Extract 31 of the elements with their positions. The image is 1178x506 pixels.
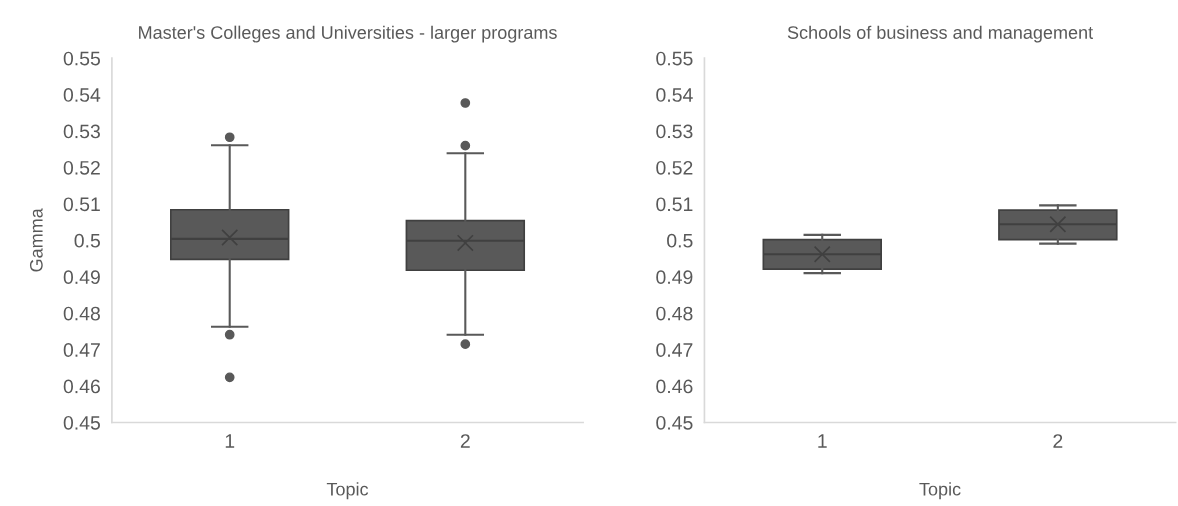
y-tick-label: 0.49	[63, 270, 100, 285]
y-tick-label: 0.5	[74, 233, 100, 248]
chart-title: Master's Colleges and Universities - larger programs	[139, 25, 557, 43]
y-tick-label: 0.45	[63, 415, 100, 430]
y-tick-label: 0.51	[63, 197, 100, 212]
y-tick-label: 0.46	[63, 379, 100, 394]
y-tick-label: 0.55	[656, 51, 693, 66]
y-tick-label: 0.49	[656, 270, 693, 285]
y-tick-label: 0.52	[63, 160, 100, 175]
y-tick-label: 0.47	[63, 343, 100, 357]
x-axis-title: Topic	[326, 482, 369, 500]
y-tick-label: 0.45	[656, 415, 693, 430]
y-tick-label: 0.5	[667, 233, 693, 248]
y-tick-label: 0.52	[656, 160, 693, 175]
y-tick-label: 0.47	[656, 343, 693, 357]
y-tick-label: 0.48	[656, 306, 693, 321]
x-tick-label: 2	[1053, 434, 1063, 448]
y-tick-label: 0.48	[63, 306, 100, 321]
y-tick-label: 0.54	[63, 88, 101, 102]
y-tick-label: 0.53	[656, 124, 693, 139]
y-axis-title: Gamma	[29, 208, 43, 272]
y-tick-label: 0.54	[656, 88, 693, 102]
y-tick-label: 0.53	[63, 124, 100, 139]
y-tick-label: 0.55	[63, 51, 100, 66]
y-tick-label: 0.46	[656, 379, 693, 394]
x-axis-title: Topic	[919, 482, 961, 500]
x-tick-label: 2	[460, 434, 470, 448]
chart-title: Schools of business and management	[787, 25, 1093, 43]
x-tick-label: 1	[818, 434, 827, 448]
x-tick-label: 1	[225, 434, 235, 448]
y-tick-label: 0.51	[656, 197, 693, 212]
